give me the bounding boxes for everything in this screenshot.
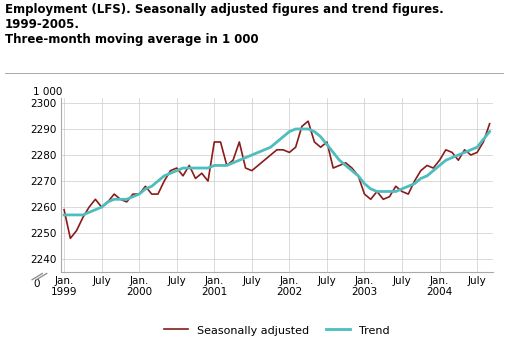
Seasonally adjusted [136,192,142,196]
Text: 1 000: 1 000 [33,87,62,97]
Seasonally adjusted [61,208,67,212]
Seasonally adjusted [487,122,493,126]
Seasonally adjusted [67,236,73,240]
Text: Employment (LFS). Seasonally adjusted figures and trend figures. 1999-2005.
Thre: Employment (LFS). Seasonally adjusted fi… [5,3,444,46]
Seasonally adjusted [305,119,311,123]
Seasonally adjusted [149,192,155,196]
Trend [199,166,205,170]
Trend [293,127,299,131]
Trend [205,166,211,170]
Text: 0: 0 [33,279,40,289]
Trend [61,213,67,217]
Seasonally adjusted [481,140,487,144]
Seasonally adjusted [318,145,324,149]
Seasonally adjusted [399,190,405,194]
Trend [142,187,148,191]
Seasonally adjusted [99,205,105,209]
Line: Seasonally adjusted: Seasonally adjusted [64,121,490,238]
Trend [481,137,487,141]
Trend [92,208,99,212]
Trend [487,129,493,134]
Trend [311,129,318,134]
Line: Trend: Trend [64,129,490,215]
Legend: Seasonally adjusted, Trend: Seasonally adjusted, Trend [160,321,394,340]
